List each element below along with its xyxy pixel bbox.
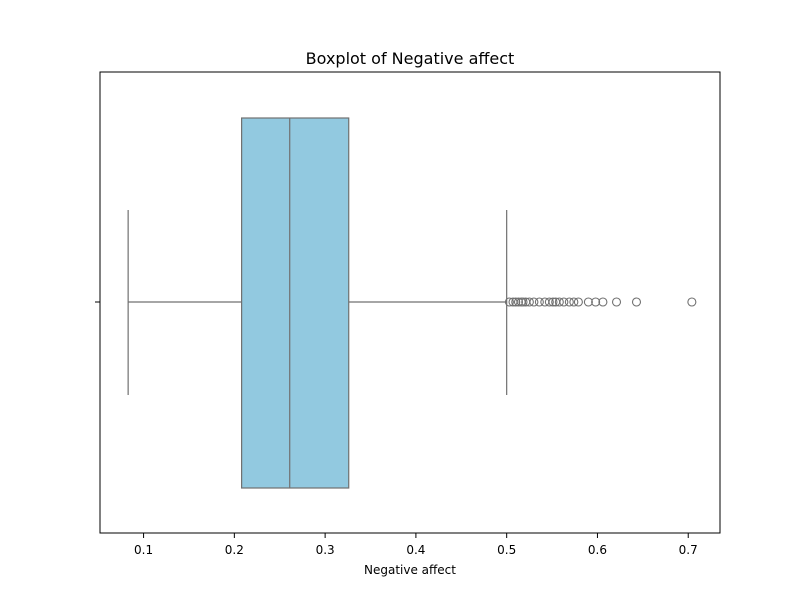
outlier-point xyxy=(598,297,608,307)
x-tick-label: 0.2 xyxy=(225,543,244,557)
outlier-point xyxy=(573,297,583,307)
outlier-point xyxy=(554,297,564,307)
outlier-point xyxy=(548,297,558,307)
x-tick-label: 0.3 xyxy=(316,543,335,557)
outlier-point xyxy=(591,297,601,307)
outlier-point xyxy=(583,297,593,307)
x-tick-label: 0.5 xyxy=(497,543,516,557)
outlier-point xyxy=(564,297,574,307)
outlier-point xyxy=(611,297,622,307)
x-tick-label: 0.7 xyxy=(679,543,698,557)
outlier-point xyxy=(518,297,528,307)
outlier-point xyxy=(544,297,554,307)
x-tick-label: 0.6 xyxy=(588,543,607,557)
outlier-point xyxy=(534,297,544,307)
x-axis-label: Negative affect xyxy=(364,563,456,577)
outlier-point xyxy=(631,297,642,307)
outlier-point xyxy=(524,297,534,307)
x-axis: 0.1 0.2 0.3 0.4 0.5 0.6 0.7 xyxy=(134,533,698,557)
outlier-point xyxy=(504,297,514,307)
outlier-point xyxy=(559,297,569,307)
chart-title: Boxplot of Negative affect xyxy=(306,49,515,68)
outlier-point xyxy=(513,297,524,307)
iqr-box xyxy=(241,117,350,489)
x-tick-label: 0.1 xyxy=(134,543,153,557)
outlier-point xyxy=(529,297,539,307)
x-tick-label: 0.4 xyxy=(406,543,425,557)
outlier-point xyxy=(511,297,521,307)
outlier-point xyxy=(687,297,697,307)
outlier-point xyxy=(569,297,579,307)
plot-area xyxy=(127,117,697,489)
